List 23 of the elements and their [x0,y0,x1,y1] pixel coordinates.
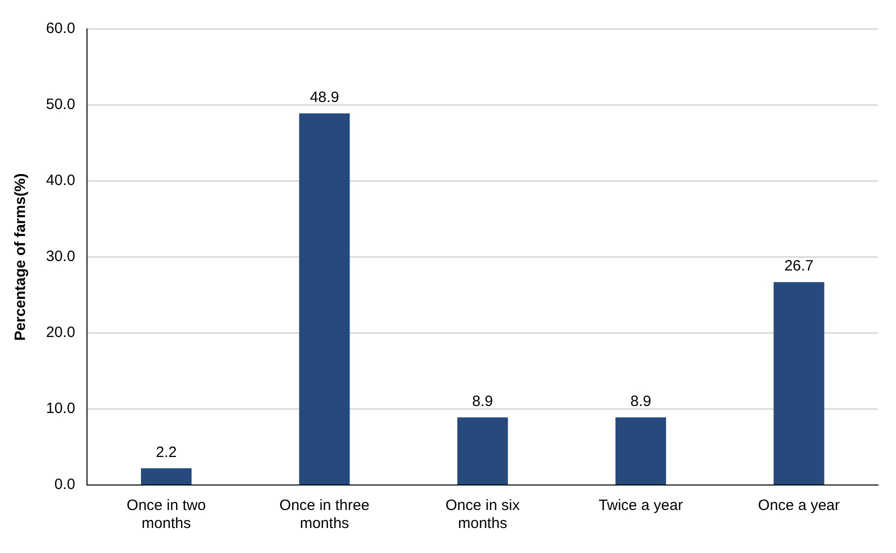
bar [615,417,666,484]
data-label: 26.7 [784,258,814,275]
x-tick-label: Once in three months [279,497,370,532]
data-label: 8.9 [630,393,652,410]
x-tick-label: Once in six months [445,497,520,532]
x-tick-label: Twice a year [598,497,683,514]
bar [774,282,824,484]
y-tick-label: 30.0 [46,248,76,266]
y-axis-title: Percentage of farms(%) [12,173,30,341]
data-label: 48.9 [310,89,340,106]
y-tick-label: 60.0 [46,20,76,38]
x-tick-label: Once a year [758,497,840,514]
data-label: 8.9 [472,393,494,410]
y-tick-label: 50.0 [46,96,76,114]
data-label: 2.2 [156,444,177,461]
y-tick-label: 10.0 [46,400,76,418]
bar [457,417,508,484]
y-tick-label: 0.0 [54,476,76,494]
y-tick-label: 40.0 [46,172,76,190]
bar [140,468,192,484]
y-tick-label: 20.0 [46,324,76,342]
bar [299,113,350,484]
x-tick-label: Once in two months [126,497,206,532]
